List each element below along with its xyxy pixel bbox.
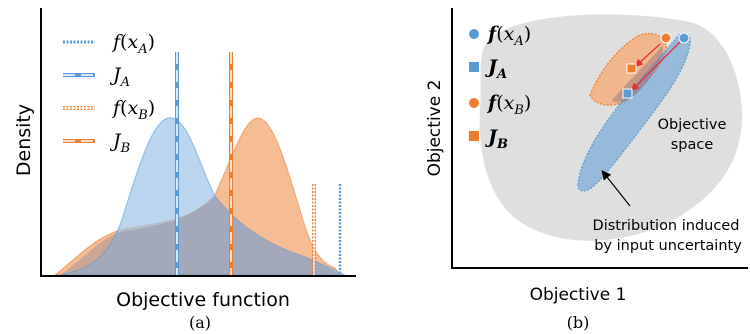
distribution-a-region (577, 32, 691, 192)
legend-b-label-f-xb: f(xB) (486, 92, 531, 118)
legend-label-j-a: JA (109, 64, 130, 90)
panel-b: Objective space Distribution induced by … (425, 8, 748, 332)
annotation-text-line2: by input uncertainty (594, 238, 742, 254)
legend-marker-f-xa (469, 29, 479, 39)
legend-marker-j-a (469, 62, 479, 72)
legend-label-f-xb: f(xB) (111, 97, 155, 123)
legend-label-f-xa: f(xA) (111, 31, 155, 57)
objective-space-label-line1: Objective (658, 117, 727, 133)
shift-arrow-b (635, 43, 661, 67)
panel-b-caption: (b) (567, 313, 590, 332)
legend-label-j-b: JB (109, 130, 130, 156)
legend-b-label-j-b: JB (485, 126, 508, 152)
panel-a-legend: f(xA) JA f(xB) JB (63, 31, 155, 156)
shift-arrow-a (631, 41, 681, 91)
annotation-arrow (601, 170, 631, 207)
distribution-overlap (612, 46, 663, 103)
legend-marker-j-b (469, 131, 479, 141)
annotation-text-line1: Distribution induced (593, 218, 740, 234)
panel-b-y-label: Objective 2 (425, 80, 445, 177)
point-j-a (622, 88, 633, 99)
point-f-xb (660, 32, 672, 44)
objective-space-label-line2: space (671, 137, 714, 153)
legend-marker-f-xb (469, 98, 479, 108)
legend-b-label-j-a: JA (485, 56, 507, 82)
point-f-xa (678, 32, 690, 44)
panel-a-caption: (a) (189, 313, 211, 332)
point-j-b (626, 63, 637, 74)
panel-b-x-label: Objective 1 (530, 285, 627, 305)
density-overlap (60, 196, 340, 275)
legend-b-label-f-xa: f(xA) (486, 23, 531, 49)
panel-a-x-label: Objective function (116, 289, 290, 311)
density-a-curve (59, 117, 346, 276)
panel-a-y-label: Density (13, 104, 35, 176)
panel-b-legend: f(xA) JA f(xB) JB (469, 23, 531, 152)
panel-a: f(xA) JA f(xB) JB Density Objective func… (13, 8, 356, 332)
